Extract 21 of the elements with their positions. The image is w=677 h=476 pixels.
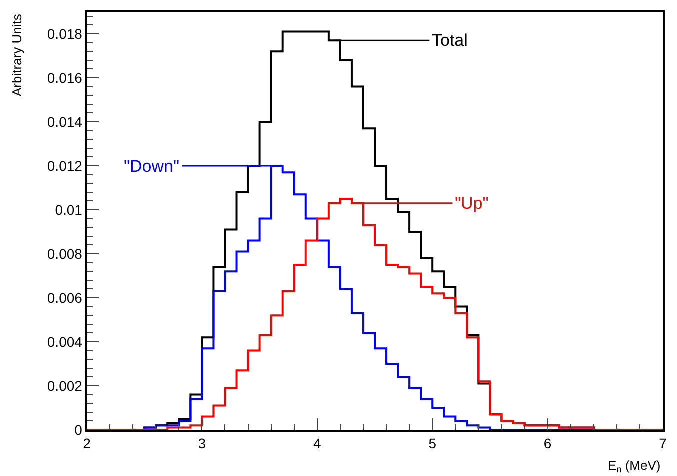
y-tick-label: 0.01 bbox=[55, 202, 83, 218]
x-axis-title: E$_{n}$ (MeV) bbox=[608, 458, 661, 475]
x-tick-label: 3 bbox=[198, 436, 206, 452]
x-tick-label: 2 bbox=[83, 436, 92, 452]
y-tick-label: 0 bbox=[74, 422, 83, 438]
y-tick-label: 0.014 bbox=[47, 114, 83, 130]
x-tick-label: 6 bbox=[544, 436, 552, 452]
y-tick-label: 0.018 bbox=[47, 26, 83, 42]
y-axis-title: Arbitrary Units bbox=[10, 14, 24, 96]
y-tick-label: 0.002 bbox=[47, 378, 83, 394]
y-tick-label: 0.004 bbox=[47, 334, 83, 350]
y-tick-label: 0.008 bbox=[47, 246, 83, 262]
x-tick-label: 5 bbox=[428, 436, 437, 452]
x-tick-label: 4 bbox=[314, 436, 322, 452]
y-tick-label: 0.016 bbox=[47, 70, 83, 86]
text: "Up" bbox=[455, 194, 489, 213]
text: "Down" bbox=[124, 157, 180, 176]
y-tick-label: 0.006 bbox=[47, 290, 83, 306]
x-tick-label: 7 bbox=[659, 436, 668, 452]
text: Total bbox=[432, 31, 468, 50]
y-tick-label: 0.012 bbox=[47, 158, 83, 174]
